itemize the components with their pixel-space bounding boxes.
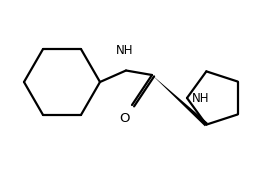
Polygon shape bbox=[152, 75, 208, 126]
Text: NH: NH bbox=[116, 44, 134, 56]
Text: O: O bbox=[119, 112, 129, 125]
Text: NH: NH bbox=[192, 92, 210, 106]
